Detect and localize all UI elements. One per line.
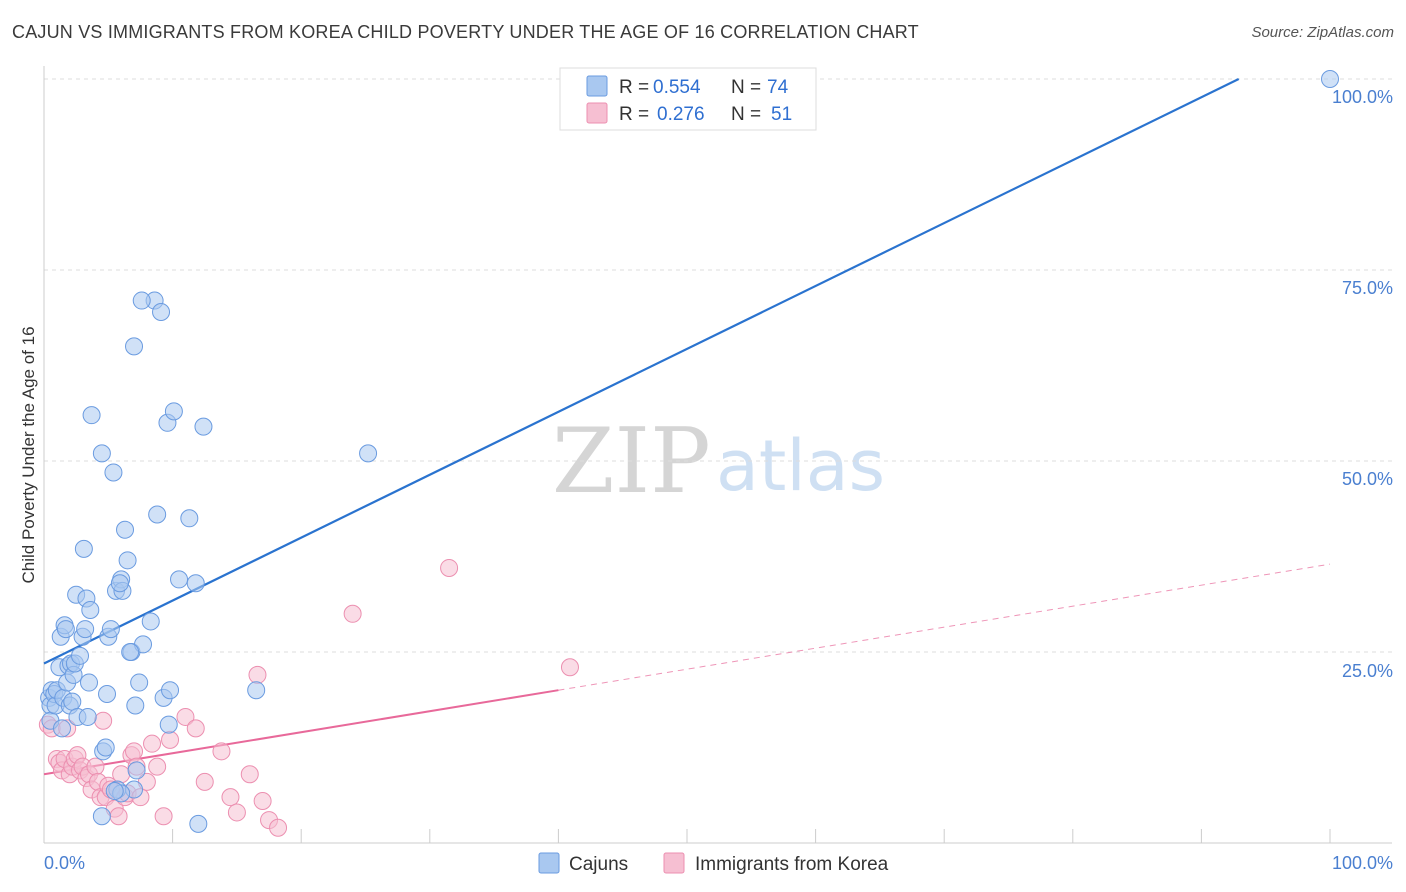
point-korea-33 (143, 734, 162, 753)
chart-title: CAJUN VS IMMIGRANTS FROM KOREA CHILD POV… (12, 22, 919, 42)
point-cajuns-68 (132, 291, 151, 310)
legend-swatch-korea (586, 102, 608, 124)
point-cajuns-73 (1321, 70, 1339, 88)
point-cajuns-29 (81, 600, 100, 619)
point-cajuns-67 (189, 814, 208, 833)
point-cajuns-12 (56, 620, 75, 639)
legend-n-value-korea: 51 (771, 104, 792, 125)
y-tick-label-25: 25.0% (1342, 661, 1393, 681)
point-cajuns-72 (159, 715, 178, 734)
bottom-legend-label-korea: Immigrants from Korea (695, 854, 889, 875)
bottom-legend: Cajuns Immigrants from Korea (538, 852, 889, 875)
point-cajuns-65 (105, 782, 124, 801)
point-korea-36 (161, 730, 180, 749)
point-korea-38 (186, 719, 205, 738)
point-cajuns-24 (74, 539, 93, 558)
point-cajuns-62 (359, 444, 378, 463)
point-cajuns-56 (164, 402, 183, 421)
legend-n-label-cajuns: N = (731, 77, 761, 98)
point-korea-47 (269, 818, 288, 837)
point-korea-24 (109, 807, 128, 826)
point-korea-16 (86, 757, 105, 776)
point-cajuns-70 (110, 574, 129, 593)
point-cajuns-42 (116, 520, 135, 539)
y-tick-label-75: 75.0% (1342, 278, 1393, 298)
point-cajuns-45 (125, 337, 144, 356)
point-cajuns-25 (76, 620, 95, 639)
point-cajuns-47 (127, 761, 146, 780)
trend-line-cajuns (43, 78, 1240, 665)
point-korea-49 (440, 558, 459, 577)
point-cajuns-69 (152, 303, 171, 322)
point-cajuns-9 (53, 719, 72, 738)
point-cajuns-61 (247, 681, 266, 700)
point-cajuns-60 (194, 417, 213, 436)
bottom-legend-swatch-cajuns (538, 852, 560, 874)
point-korea-25 (112, 765, 131, 784)
point-korea-40 (212, 742, 231, 761)
y-tick-label-50: 50.0% (1342, 469, 1393, 489)
point-cajuns-46 (126, 696, 145, 715)
bottom-legend-swatch-korea (663, 852, 685, 874)
point-cajuns-59 (186, 574, 205, 593)
point-cajuns-31 (92, 444, 111, 463)
point-cajuns-58 (180, 509, 199, 528)
point-korea-19 (94, 711, 113, 730)
point-korea-29 (125, 742, 144, 761)
point-korea-35 (154, 807, 173, 826)
bottom-legend-label-cajuns: Cajuns (569, 854, 628, 875)
point-cajuns-22 (71, 646, 90, 665)
legend-r-value-cajuns: 0.554 (653, 77, 701, 98)
point-cajuns-50 (141, 612, 160, 631)
legend-r-label-korea: R = (619, 104, 649, 125)
point-korea-41 (221, 788, 240, 807)
point-cajuns-52 (148, 505, 167, 524)
point-cajuns-28 (80, 673, 99, 692)
points-cajuns (40, 70, 1339, 833)
axes (43, 66, 1392, 844)
y-axis-label: Child Poverty Under the Age of 16 (19, 326, 38, 583)
x-tick-label-0: 0.0% (44, 853, 85, 873)
legend-r-label-cajuns: R = (619, 77, 649, 98)
point-korea-44 (248, 665, 267, 684)
point-cajuns-71 (121, 643, 140, 661)
point-korea-45 (253, 791, 272, 810)
point-korea-43 (240, 765, 259, 784)
point-cajuns-43 (118, 551, 137, 570)
point-cajuns-66 (92, 807, 111, 826)
point-cajuns-30 (82, 406, 101, 425)
source-credit: Source: ZipAtlas.com (1251, 24, 1394, 41)
point-cajuns-34 (98, 685, 117, 704)
point-korea-37 (176, 707, 195, 726)
gridlines (44, 78, 1392, 653)
point-korea-42 (227, 803, 246, 822)
legend-swatch-cajuns (586, 75, 608, 97)
point-korea-48 (343, 604, 362, 623)
legend-r-value-korea: 0.276 (657, 104, 705, 125)
trend-line-korea-extension (558, 563, 1331, 691)
point-korea-50 (560, 658, 579, 677)
legend-n-label-korea: N = (731, 104, 761, 125)
point-cajuns-48 (130, 673, 149, 692)
point-cajuns-36 (101, 620, 120, 639)
point-cajuns-33 (96, 738, 115, 757)
legend-n-value-cajuns: 74 (767, 77, 789, 98)
point-cajuns-37 (104, 463, 123, 482)
point-cajuns-57 (170, 570, 189, 589)
point-cajuns-27 (78, 707, 97, 726)
point-cajuns-17 (63, 692, 82, 711)
point-korea-39 (195, 772, 214, 791)
point-korea-34 (148, 757, 167, 776)
point-cajuns-55 (161, 681, 180, 700)
y-tick-label-100: 100.0% (1332, 87, 1393, 107)
x-tick-label-100: 100.0% (1332, 853, 1393, 873)
trend-line-korea (43, 689, 559, 776)
watermark-atlas: atlas (716, 425, 885, 507)
legend: R = 0.554 N = 74 R = 0.276 N = 51 (559, 67, 817, 131)
